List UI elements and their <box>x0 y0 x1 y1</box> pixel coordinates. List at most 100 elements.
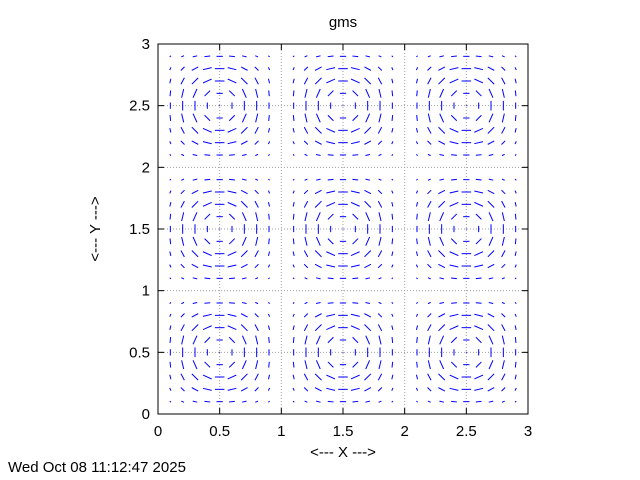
vector-arrow <box>365 178 370 181</box>
x-tick-label: 2.5 <box>456 423 477 440</box>
vector-arrow <box>202 190 212 194</box>
vector-arrow <box>415 141 419 145</box>
vector-arrow <box>180 387 185 392</box>
vector-arrow <box>192 400 198 403</box>
vector-arrow <box>180 324 185 332</box>
vector-arrow <box>488 178 494 181</box>
vector-arrow <box>377 324 383 332</box>
vector-arrow <box>292 313 295 317</box>
vector-arrow <box>204 55 211 58</box>
vector-arrow <box>449 141 459 145</box>
vector-arrow <box>204 238 211 245</box>
vector-arrow <box>487 200 495 208</box>
vector-arrow <box>204 213 211 220</box>
vector-arrow <box>303 126 309 134</box>
vector-arrow <box>254 77 259 85</box>
vector-arrow <box>169 238 172 245</box>
vector-arrow <box>267 387 271 391</box>
vector-arrow <box>378 88 382 98</box>
vector-arrow <box>415 190 419 194</box>
vector-arrow <box>242 400 247 403</box>
vector-arrow <box>416 400 418 403</box>
vector-arrow <box>240 77 248 85</box>
vector-arrow <box>378 335 382 345</box>
vector-arrow <box>364 200 372 208</box>
vector-arrow <box>229 277 235 280</box>
vector-arrow <box>292 128 295 133</box>
vector-arrow <box>427 335 431 345</box>
vector-arrow <box>501 277 505 280</box>
vector-arrow <box>427 88 431 98</box>
vector-arrow <box>326 325 336 331</box>
vector-arrow <box>427 140 432 145</box>
vector-arrow <box>365 153 370 157</box>
vector-arrow <box>292 361 295 368</box>
vector-arrow <box>241 113 247 123</box>
vector-arrow <box>416 302 418 304</box>
vector-arrow <box>378 212 382 222</box>
vector-arrow <box>391 400 394 403</box>
vector-arrow <box>227 127 237 133</box>
vector-arrow <box>267 190 271 194</box>
vector-arrow <box>391 325 394 330</box>
vector-arrow <box>450 114 458 122</box>
vector-arrow <box>242 55 247 58</box>
vector-arrow <box>315 335 321 345</box>
vector-arrow <box>267 264 271 268</box>
vector-arrow <box>169 361 172 368</box>
vector-arrow <box>501 140 506 145</box>
x-tick-label: 1.5 <box>333 423 354 440</box>
vector-arrow <box>292 387 295 391</box>
vector-arrow <box>292 178 295 181</box>
vector-arrow <box>427 263 432 269</box>
vector-arrow <box>181 113 185 123</box>
vector-arrow <box>315 88 321 98</box>
vector-arrow <box>474 264 484 268</box>
vector-arrow <box>169 313 172 317</box>
vector-arrow <box>169 154 172 156</box>
vector-arrow <box>364 324 372 332</box>
vector-arrow <box>501 77 506 85</box>
vector-arrow <box>475 90 482 97</box>
vector-arrow <box>292 90 295 97</box>
vector-arrow <box>314 189 322 195</box>
vector-arrow <box>416 361 418 368</box>
vector-arrow <box>415 313 419 317</box>
vector-arrow <box>350 78 360 84</box>
vector-arrow <box>488 88 494 98</box>
vector-arrow <box>438 189 446 195</box>
vector-arrow <box>327 336 334 344</box>
vector-arrow <box>240 324 248 332</box>
vector-arrow <box>204 277 211 280</box>
vector-arrow <box>439 360 445 370</box>
vector-arrow <box>254 126 259 134</box>
vector-arrow <box>181 400 185 403</box>
vector-arrow <box>192 153 198 157</box>
vector-arrow <box>514 325 517 330</box>
vector-arrow <box>365 55 370 58</box>
vector-arrow <box>352 213 359 220</box>
vector-arrow <box>181 277 185 280</box>
vector-arrow <box>202 127 212 133</box>
vector-arrow <box>192 113 198 123</box>
vector-arrow <box>292 337 295 343</box>
vector-arrow <box>427 313 432 318</box>
vector-arrow <box>169 128 172 133</box>
vector-arrow <box>228 90 236 97</box>
vector-arrow <box>202 325 212 331</box>
vector-arrow <box>327 178 334 181</box>
vector-arrow <box>391 361 394 368</box>
vector-arrow <box>514 337 517 343</box>
vector-arrow <box>240 126 248 134</box>
vector-arrow <box>316 277 321 280</box>
x-tick-label: 2 <box>400 423 408 440</box>
vector-arrow <box>240 140 248 145</box>
vector-arrow <box>488 153 494 157</box>
vector-arrow <box>449 190 459 194</box>
vector-arrow <box>514 78 517 84</box>
vector-arrow <box>427 250 432 258</box>
vector-arrow <box>350 67 360 71</box>
vector-arrow <box>514 178 517 181</box>
vector-arrow <box>475 213 482 220</box>
vector-arrow <box>439 178 444 181</box>
